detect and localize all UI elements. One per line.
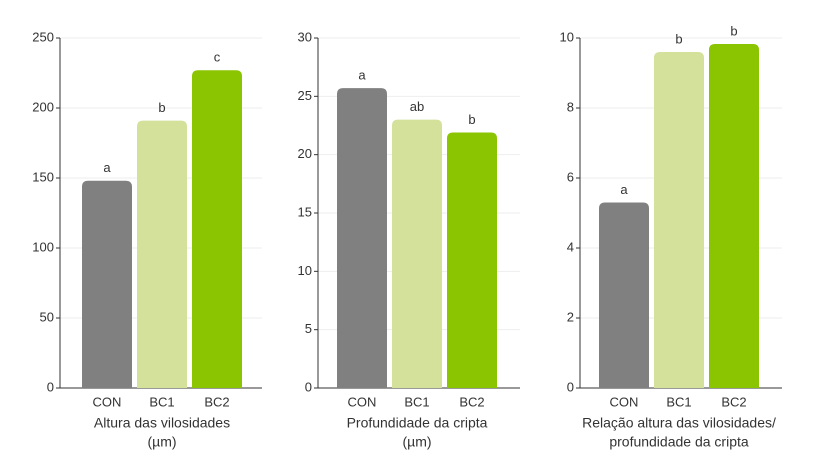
- annotation: b: [730, 23, 737, 38]
- y-tick-label: 5: [305, 321, 312, 336]
- x-axis-label: Altura das vilosidades: [94, 415, 230, 431]
- y-tick-label: 0: [305, 379, 312, 394]
- y-tick-label: 8: [567, 99, 574, 114]
- x-tick-label: CON: [610, 394, 639, 409]
- bar: [599, 202, 649, 388]
- x-tick-label: BC1: [404, 394, 429, 409]
- y-tick-label: 4: [567, 239, 574, 254]
- y-tick-label: 150: [32, 169, 54, 184]
- x-tick-label: BC1: [666, 394, 691, 409]
- y-tick-label: 250: [32, 29, 54, 44]
- y-tick-label: 30: [298, 29, 312, 44]
- x-tick-label: BC2: [204, 394, 229, 409]
- annotation: a: [358, 68, 366, 83]
- y-tick-label: 100: [32, 239, 54, 254]
- x-tick-label: BC1: [149, 394, 174, 409]
- bar: [709, 43, 759, 388]
- x-tick-label: CON: [93, 394, 122, 409]
- y-tick-label: 200: [32, 99, 54, 114]
- y-tick-label: 0: [567, 379, 574, 394]
- annotation: c: [214, 50, 221, 65]
- bar: [654, 52, 704, 388]
- x-tick-label: BC2: [721, 394, 746, 409]
- y-tick-label: 50: [40, 309, 54, 324]
- annotation: b: [468, 112, 475, 127]
- y-tick-label: 25: [298, 88, 312, 103]
- y-tick-label: 0: [47, 379, 54, 394]
- y-tick-label: 6: [567, 169, 574, 184]
- x-axis-label: Profundidade da cripta: [347, 415, 488, 431]
- y-tick-label: 2: [567, 309, 574, 324]
- x-axis-label: (µm): [147, 434, 176, 450]
- annotation: b: [158, 100, 165, 115]
- annotation: ab: [410, 99, 424, 114]
- y-tick-label: 15: [298, 204, 312, 219]
- annotation: a: [620, 182, 628, 197]
- bar: [137, 120, 187, 388]
- y-tick-label: 20: [298, 146, 312, 161]
- bar: [337, 88, 387, 389]
- annotation: a: [103, 160, 111, 175]
- x-axis-label: Relação altura das vilosidades/: [582, 415, 776, 431]
- bar: [447, 132, 497, 388]
- annotation: b: [675, 31, 682, 46]
- bar: [82, 180, 132, 388]
- bar: [192, 70, 242, 388]
- x-axis-label: (µm): [402, 434, 431, 450]
- x-axis-label: profundidade da cripta: [609, 434, 749, 450]
- x-tick-label: CON: [348, 394, 377, 409]
- y-tick-label: 10: [560, 29, 574, 44]
- y-tick-label: 10: [298, 263, 312, 278]
- x-tick-label: BC2: [459, 394, 484, 409]
- bar: [392, 119, 442, 389]
